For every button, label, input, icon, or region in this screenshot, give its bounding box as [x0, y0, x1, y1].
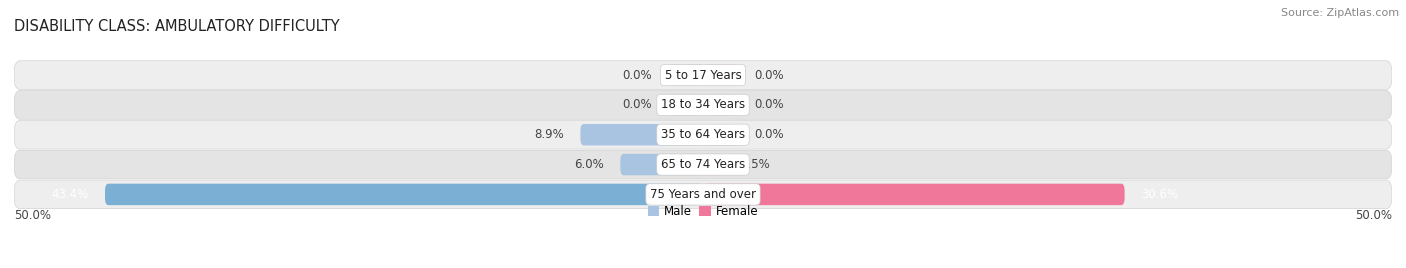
Text: 6.0%: 6.0% — [574, 158, 603, 171]
FancyBboxPatch shape — [620, 154, 703, 175]
Text: 43.4%: 43.4% — [51, 188, 89, 201]
Text: 0.0%: 0.0% — [754, 69, 783, 81]
Text: 50.0%: 50.0% — [1355, 209, 1392, 222]
Text: 50.0%: 50.0% — [14, 209, 51, 222]
Text: 5 to 17 Years: 5 to 17 Years — [665, 69, 741, 81]
FancyBboxPatch shape — [581, 124, 703, 146]
Text: 1.5%: 1.5% — [740, 158, 770, 171]
FancyBboxPatch shape — [703, 154, 724, 175]
Text: 0.0%: 0.0% — [623, 69, 652, 81]
FancyBboxPatch shape — [14, 91, 1392, 119]
FancyBboxPatch shape — [105, 184, 703, 205]
FancyBboxPatch shape — [703, 124, 738, 146]
Text: 30.6%: 30.6% — [1142, 188, 1178, 201]
Text: 0.0%: 0.0% — [623, 98, 652, 111]
FancyBboxPatch shape — [703, 184, 1125, 205]
FancyBboxPatch shape — [669, 94, 703, 116]
Text: 8.9%: 8.9% — [534, 128, 564, 141]
Legend: Male, Female: Male, Female — [643, 200, 763, 222]
Text: 0.0%: 0.0% — [754, 98, 783, 111]
FancyBboxPatch shape — [14, 150, 1392, 179]
Text: DISABILITY CLASS: AMBULATORY DIFFICULTY: DISABILITY CLASS: AMBULATORY DIFFICULTY — [14, 19, 340, 34]
Text: Source: ZipAtlas.com: Source: ZipAtlas.com — [1281, 8, 1399, 18]
FancyBboxPatch shape — [703, 64, 738, 86]
Text: 18 to 34 Years: 18 to 34 Years — [661, 98, 745, 111]
Text: 65 to 74 Years: 65 to 74 Years — [661, 158, 745, 171]
FancyBboxPatch shape — [14, 120, 1392, 149]
FancyBboxPatch shape — [703, 94, 738, 116]
Text: 75 Years and over: 75 Years and over — [650, 188, 756, 201]
FancyBboxPatch shape — [14, 180, 1392, 209]
FancyBboxPatch shape — [669, 64, 703, 86]
Text: 0.0%: 0.0% — [754, 128, 783, 141]
Text: 35 to 64 Years: 35 to 64 Years — [661, 128, 745, 141]
FancyBboxPatch shape — [14, 61, 1392, 90]
